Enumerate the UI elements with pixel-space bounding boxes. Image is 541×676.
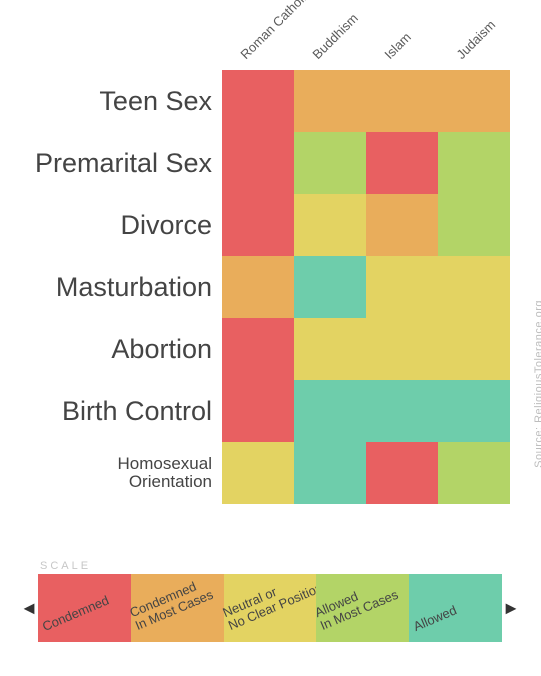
scale-cell-label: Allowed — [412, 603, 459, 634]
heatmap-cell — [366, 318, 438, 380]
row-label: Divorce — [0, 211, 222, 239]
heatmap-cell — [294, 132, 366, 194]
heatmap-cell — [222, 318, 294, 380]
column-headers: Roman CatholicismBuddhism Islam Judaism — [230, 0, 518, 70]
column-header-label: Islam — [381, 29, 414, 62]
scale-cell-label: CondemnedIn Most Cases — [128, 575, 216, 634]
row-label: Birth Control — [0, 397, 222, 425]
column-header: Buddhism — [302, 0, 374, 70]
scale-cell: Condemned — [38, 574, 131, 642]
heatmap-row: Premarital Sex — [0, 132, 510, 194]
heatmap-rows: Teen Sex Premarital Sex Divorce Masturbatio… — [0, 70, 510, 504]
column-header-label: Judaism — [453, 17, 498, 62]
scale-cells: Condemned CondemnedIn Most CasesNeutral o… — [38, 574, 502, 642]
heatmap-cell — [438, 442, 510, 504]
row-label: Teen Sex — [0, 87, 222, 115]
row-cells — [222, 380, 510, 442]
heatmap-cell — [438, 70, 510, 132]
row-label: Abortion — [0, 335, 222, 363]
heatmap-cell — [438, 380, 510, 442]
row-label: Masturbation — [0, 273, 222, 301]
heatmap-cell — [222, 132, 294, 194]
column-header: Roman Catholicism — [230, 0, 302, 70]
heatmap-cell — [366, 380, 438, 442]
heatmap-row: HomosexualOrientation — [0, 442, 510, 504]
scale-cell: Allowed — [409, 574, 502, 642]
scale-cell-label: AllowedIn Most Cases — [313, 575, 401, 634]
scale-legend: SCALE ◄ Condemned CondemnedIn Most CasesN… — [20, 560, 520, 642]
heatmap-row: Divorce — [0, 194, 510, 256]
heatmap-cell — [438, 194, 510, 256]
heatmap-cell — [294, 194, 366, 256]
heatmap-cell — [294, 380, 366, 442]
row-cells — [222, 132, 510, 194]
column-header: Judaism — [446, 0, 518, 70]
scale-cell: CondemnedIn Most Cases — [131, 574, 224, 642]
scale-bar: ◄ Condemned CondemnedIn Most CasesNeutral… — [20, 574, 520, 642]
source-credit: Source: ReligiousTolerance.org — [533, 300, 541, 468]
row-cells — [222, 318, 510, 380]
scale-cell-label: Condemned — [40, 593, 111, 634]
heatmap-cell — [438, 318, 510, 380]
heatmap-cell — [366, 132, 438, 194]
column-header-label: Buddhism — [309, 11, 360, 62]
scale-cell: AllowedIn Most Cases — [316, 574, 409, 642]
heatmap-cell — [222, 442, 294, 504]
row-label: HomosexualOrientation — [0, 455, 222, 491]
row-cells — [222, 442, 510, 504]
heatmap-row: Birth Control — [0, 380, 510, 442]
heatmap-chart: Roman CatholicismBuddhism Islam Judaism Te… — [0, 0, 541, 560]
row-cells — [222, 194, 510, 256]
scale-cell: Neutral orNo Clear Position — [224, 574, 317, 642]
heatmap-cell — [438, 256, 510, 318]
scale-cell-label: Neutral orNo Clear Position — [220, 568, 324, 634]
arrow-left-icon: ◄ — [20, 598, 38, 619]
heatmap-cell — [222, 70, 294, 132]
heatmap-cell — [294, 318, 366, 380]
heatmap-cell — [222, 194, 294, 256]
row-cells — [222, 256, 510, 318]
heatmap-cell — [294, 256, 366, 318]
heatmap-cell — [366, 70, 438, 132]
heatmap-cell — [366, 256, 438, 318]
column-header: Islam — [374, 0, 446, 70]
heatmap-row: Masturbation — [0, 256, 510, 318]
heatmap-cell — [222, 256, 294, 318]
heatmap-cell — [222, 380, 294, 442]
heatmap-cell — [366, 442, 438, 504]
heatmap-cell — [366, 194, 438, 256]
row-label: Premarital Sex — [0, 149, 222, 177]
scale-title: SCALE — [40, 560, 520, 572]
arrow-right-icon: ► — [502, 598, 520, 619]
heatmap-cell — [438, 132, 510, 194]
heatmap-row: Abortion — [0, 318, 510, 380]
heatmap-cell — [294, 70, 366, 132]
row-cells — [222, 70, 510, 132]
heatmap-cell — [294, 442, 366, 504]
heatmap-row: Teen Sex — [0, 70, 510, 132]
